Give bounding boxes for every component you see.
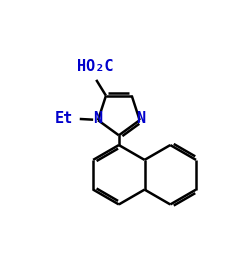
Text: N: N [136, 112, 146, 126]
Text: N: N [93, 112, 103, 126]
Text: Et: Et [55, 111, 73, 126]
Text: HO₂C: HO₂C [77, 59, 113, 74]
